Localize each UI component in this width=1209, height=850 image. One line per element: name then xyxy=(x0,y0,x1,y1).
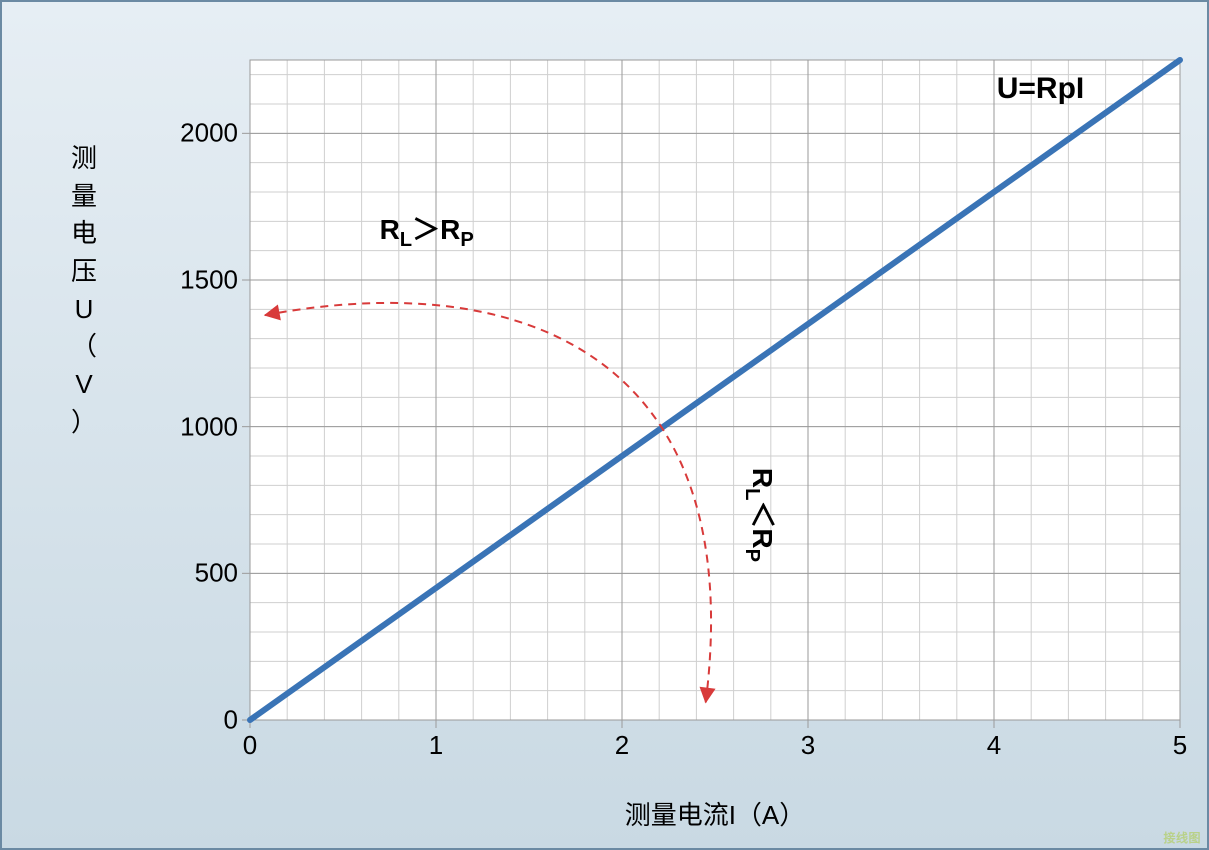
plot-area: 0123450500100015002000U=RpIRL＞RPRL＜RP xyxy=(250,60,1180,720)
annotation-region-upper: RL＞RP xyxy=(380,208,474,252)
y-tick-label: 500 xyxy=(195,558,238,589)
chart-frame: 测 量 电 压 U （ V ） 0 1 2 3 4 5 0 500 1000 1500 2000 U=… xyxy=(0,0,1209,850)
x-axis-title: 测量电流I（A） xyxy=(250,795,1180,832)
annotation-line-label: U=RpI xyxy=(997,72,1085,106)
plot-wrapper: 测 量 电 压 U （ V ） 0 1 2 3 4 5 0 500 1000 1500 2000 U=… xyxy=(20,20,1189,826)
annotation-region-lower: RL＜RP xyxy=(740,468,784,562)
x-tick-label: 2 xyxy=(615,730,629,761)
y-axis-title: 测 量 电 压 U （ V ） xyxy=(70,140,98,442)
y-tick-label: 0 xyxy=(224,705,238,736)
plot-svg xyxy=(250,60,1180,720)
x-tick-label: 0 xyxy=(243,730,257,761)
x-tick-label: 3 xyxy=(801,730,815,761)
y-tick-label: 1500 xyxy=(180,265,238,296)
x-tick-label: 1 xyxy=(429,730,443,761)
x-tick-label: 5 xyxy=(1173,730,1187,761)
x-tick-label: 4 xyxy=(987,730,1001,761)
watermark: 接线图 xyxy=(1163,829,1201,846)
y-tick-label: 2000 xyxy=(180,118,238,149)
y-tick-label: 1000 xyxy=(180,411,238,442)
